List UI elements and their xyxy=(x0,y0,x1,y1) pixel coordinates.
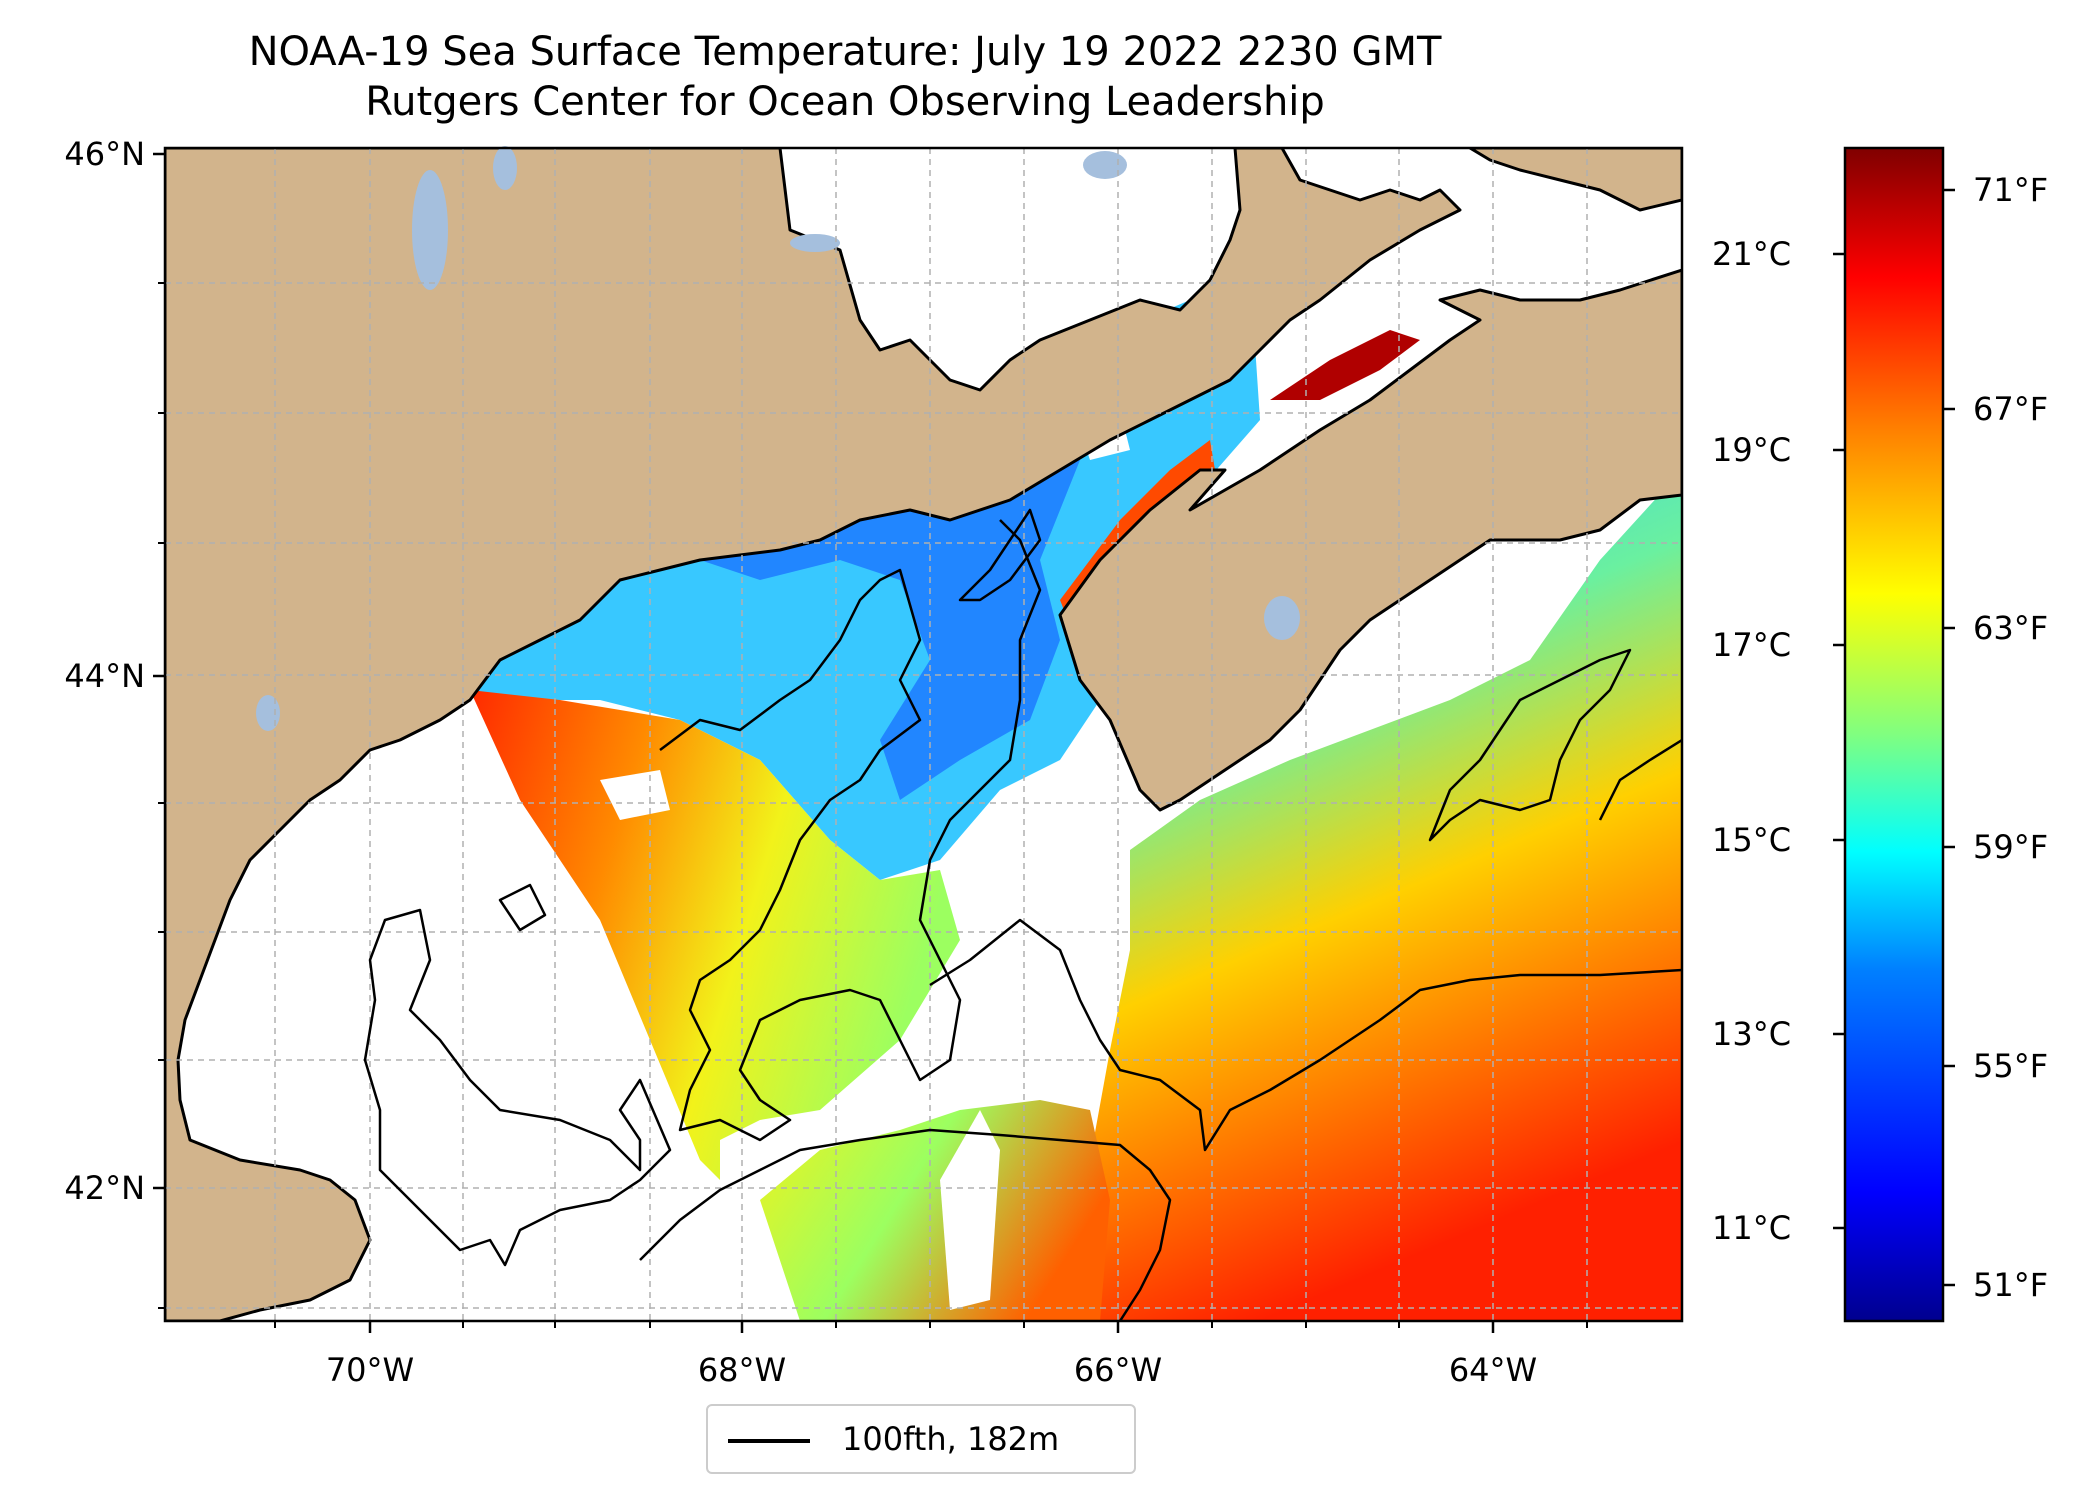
axis-ticks xyxy=(153,152,1495,1333)
colorbar-ticks xyxy=(1833,188,1955,1287)
isobath-100fth xyxy=(363,508,1682,1321)
colorbar xyxy=(1843,146,1945,1323)
colorbar-fahrenheit-label: 71°F xyxy=(1973,171,2049,209)
lakes xyxy=(256,146,1300,731)
lon-label-68w: 68°W xyxy=(697,1351,787,1389)
lon-label-64w: 64°W xyxy=(1448,1351,1538,1389)
colorbar-celsius-label: 21°C xyxy=(1712,235,1792,273)
lat-label-44n: 44°N xyxy=(64,657,145,695)
legend-label: 100fth, 182m xyxy=(842,1420,1060,1458)
sst-fundy-hot xyxy=(1270,330,1420,400)
colorbar-fahrenheit-label: 63°F xyxy=(1973,609,2049,647)
colorbar-fahrenheit-label: 51°F xyxy=(1973,1266,2049,1304)
cloud-gap xyxy=(940,1110,1000,1310)
legend-line-swatch xyxy=(728,1439,810,1443)
map-frame xyxy=(163,146,1684,1323)
sst-south xyxy=(760,1100,1110,1321)
graticule xyxy=(165,148,1682,1321)
land-cape-breton xyxy=(1468,148,1682,212)
lake xyxy=(412,170,448,290)
lon-label-70w: 70°W xyxy=(325,1351,415,1389)
sst-southeast xyxy=(1080,470,1682,1321)
colorbar-celsius-label: 17°C xyxy=(1712,626,1792,664)
lat-label-42n: 42°N xyxy=(64,1169,145,1207)
colorbar-fahrenheit-label: 67°F xyxy=(1973,390,2049,428)
colorbar-celsius-label: 19°C xyxy=(1712,431,1792,469)
lon-label-66w: 66°W xyxy=(1073,1351,1163,1389)
colorbar-celsius-label: 11°C xyxy=(1712,1209,1792,1247)
colorbar-fahrenheit-label: 55°F xyxy=(1973,1047,2049,1085)
cloud-gap xyxy=(1010,960,1090,1040)
isobath-legend: 100fth, 182m xyxy=(706,1404,1136,1474)
cloud-gap xyxy=(1030,820,1110,900)
colorbar-fahrenheit-label: 59°F xyxy=(1973,828,2049,866)
lake xyxy=(1083,151,1127,179)
land-new-england xyxy=(165,148,1462,1321)
colorbar-celsius-label: 15°C xyxy=(1712,821,1792,859)
colorbar-celsius-label: 13°C xyxy=(1712,1015,1792,1053)
lake xyxy=(256,695,280,731)
lake xyxy=(1264,596,1300,640)
lake xyxy=(493,146,517,190)
sst-southwest-warm xyxy=(470,690,960,1180)
axis-minor-ticks xyxy=(158,282,1588,1328)
cloud-gap xyxy=(600,770,670,820)
lake xyxy=(790,234,840,252)
lat-label-46n: 46°N xyxy=(64,135,145,173)
map-subtitle: Rutgers Center for Ocean Observing Leade… xyxy=(365,79,1325,125)
map-title: NOAA-19 Sea Surface Temperature: July 19… xyxy=(248,29,1442,75)
